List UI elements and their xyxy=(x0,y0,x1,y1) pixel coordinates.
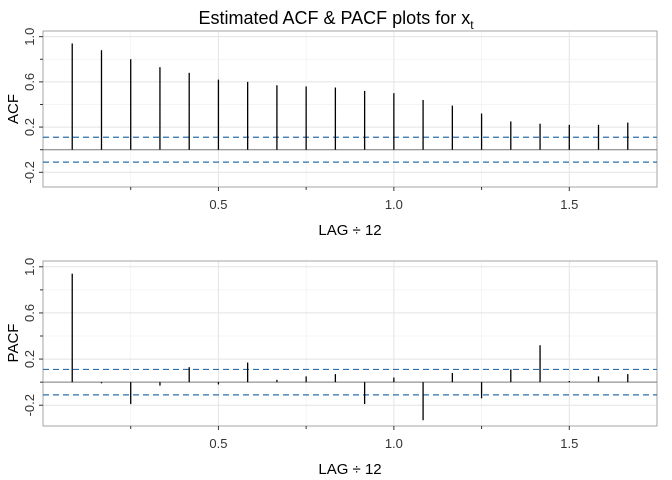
acf-y-axis-label: ACF xyxy=(5,94,22,124)
pacf-x-ticks: 0.5 1.0 1.5 xyxy=(130,426,578,451)
acf-y-tick-label: -0.2 xyxy=(22,161,37,183)
pacf-y-tick-label: 0.2 xyxy=(22,350,37,368)
pacf-x-tick-label: 1.0 xyxy=(385,436,403,451)
acf-x-tick-label: 0.5 xyxy=(209,197,227,212)
acf-y-ticks: -0.2 0.2 0.6 1.0 xyxy=(22,28,43,184)
pacf-conf-lines xyxy=(43,368,657,396)
pacf-panel: -0.2 0.2 0.6 1.0 0.5 1.0 1.5 LAG ÷ 12 PACF xyxy=(5,258,658,478)
pacf-frame xyxy=(42,260,658,427)
pacf-y-tick-label: -0.2 xyxy=(22,394,37,416)
acf-bars xyxy=(71,43,629,150)
pacf-x-tick-label: 0.5 xyxy=(209,436,227,451)
chart-title-main: Estimated ACF & PACF plots for x xyxy=(198,8,470,28)
pacf-y-axis-label: PACF xyxy=(5,324,22,363)
acf-x-axis-label: LAG ÷ 12 xyxy=(318,222,381,239)
pacf-x-axis-label: LAG ÷ 12 xyxy=(318,461,381,478)
acf-grid xyxy=(43,31,657,187)
chart-title-subscript: t xyxy=(470,18,474,32)
acf-x-tick-label: 1.0 xyxy=(385,197,403,212)
pacf-y-ticks: -0.2 0.2 0.6 1.0 xyxy=(22,258,43,416)
acf-y-tick-label: 0.2 xyxy=(22,118,37,136)
pacf-y-tick-label: 0.6 xyxy=(22,304,37,322)
pacf-grid xyxy=(43,261,657,426)
acf-y-tick-label: 0.6 xyxy=(22,73,37,91)
acf-y-tick-label: 1.0 xyxy=(22,28,37,46)
acf-conf-lines xyxy=(43,136,657,163)
acf-frame xyxy=(42,30,658,188)
pacf-y-tick-label: 1.0 xyxy=(22,258,37,276)
acf-x-ticks: 0.5 1.0 1.5 xyxy=(130,187,578,212)
chart-title: Estimated ACF & PACF plots for xt xyxy=(198,8,474,32)
pacf-bars xyxy=(71,273,629,421)
pacf-x-tick-label: 1.5 xyxy=(560,436,578,451)
acf-panel: -0.2 0.2 0.6 1.0 0.5 1.0 1.5 LAG ÷ 12 ACF xyxy=(5,28,658,239)
acf-x-tick-label: 1.5 xyxy=(560,197,578,212)
